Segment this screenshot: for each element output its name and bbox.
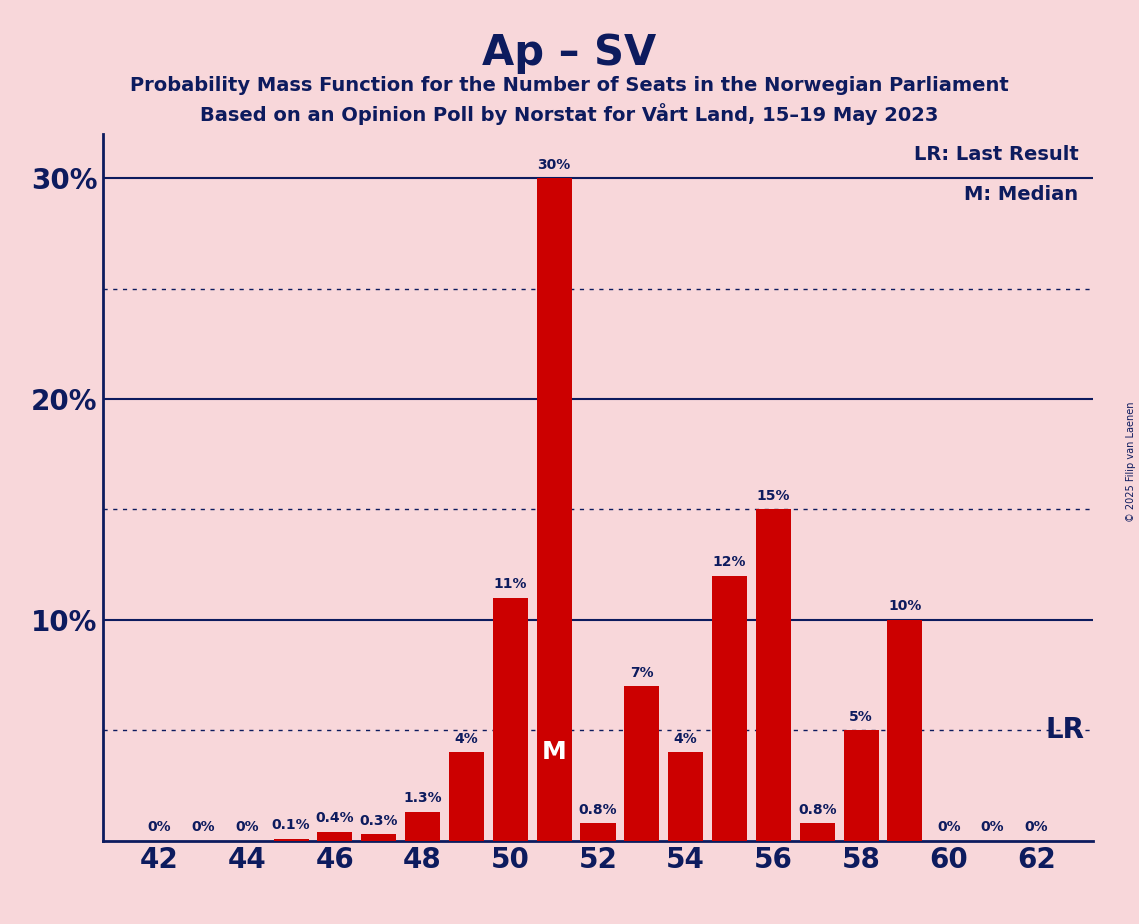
- Text: 1.3%: 1.3%: [403, 792, 442, 806]
- Bar: [581, 823, 615, 841]
- Text: 0%: 0%: [981, 821, 1005, 834]
- Text: 0.4%: 0.4%: [316, 811, 354, 825]
- Bar: [887, 620, 923, 841]
- Bar: [624, 687, 659, 841]
- Text: 7%: 7%: [630, 665, 654, 679]
- Text: 4%: 4%: [674, 732, 697, 746]
- Text: 0%: 0%: [148, 821, 171, 834]
- Text: Probability Mass Function for the Number of Seats in the Norwegian Parliament: Probability Mass Function for the Number…: [130, 76, 1009, 95]
- Text: Ap – SV: Ap – SV: [483, 32, 656, 74]
- Bar: [536, 178, 572, 841]
- Text: 0.1%: 0.1%: [272, 818, 310, 832]
- Text: LR: Last Result: LR: Last Result: [913, 144, 1079, 164]
- Text: © 2025 Filip van Laenen: © 2025 Filip van Laenen: [1126, 402, 1136, 522]
- Bar: [405, 812, 440, 841]
- Text: 11%: 11%: [493, 578, 527, 591]
- Bar: [493, 598, 527, 841]
- Bar: [800, 823, 835, 841]
- Bar: [756, 509, 790, 841]
- Text: 0.8%: 0.8%: [579, 803, 617, 817]
- Text: 10%: 10%: [888, 600, 921, 614]
- Bar: [449, 752, 484, 841]
- Text: 15%: 15%: [756, 489, 790, 503]
- Text: 0%: 0%: [1025, 821, 1048, 834]
- Bar: [273, 839, 309, 841]
- Bar: [712, 576, 747, 841]
- Text: 30%: 30%: [538, 157, 571, 172]
- Text: 0.3%: 0.3%: [360, 814, 398, 828]
- Text: 0.8%: 0.8%: [798, 803, 836, 817]
- Text: Based on an Opinion Poll by Norstat for Vårt Land, 15–19 May 2023: Based on an Opinion Poll by Norstat for …: [200, 103, 939, 126]
- Text: 5%: 5%: [850, 710, 872, 723]
- Text: M: Median: M: Median: [965, 185, 1079, 204]
- Text: 12%: 12%: [713, 555, 746, 569]
- Text: 0%: 0%: [191, 821, 215, 834]
- Text: 4%: 4%: [454, 732, 478, 746]
- Text: 0%: 0%: [236, 821, 259, 834]
- Text: M: M: [542, 740, 566, 764]
- Bar: [318, 832, 352, 841]
- Bar: [844, 730, 878, 841]
- Text: 0%: 0%: [937, 821, 960, 834]
- Bar: [361, 834, 396, 841]
- Text: LR: LR: [1046, 716, 1084, 745]
- Bar: [669, 752, 703, 841]
